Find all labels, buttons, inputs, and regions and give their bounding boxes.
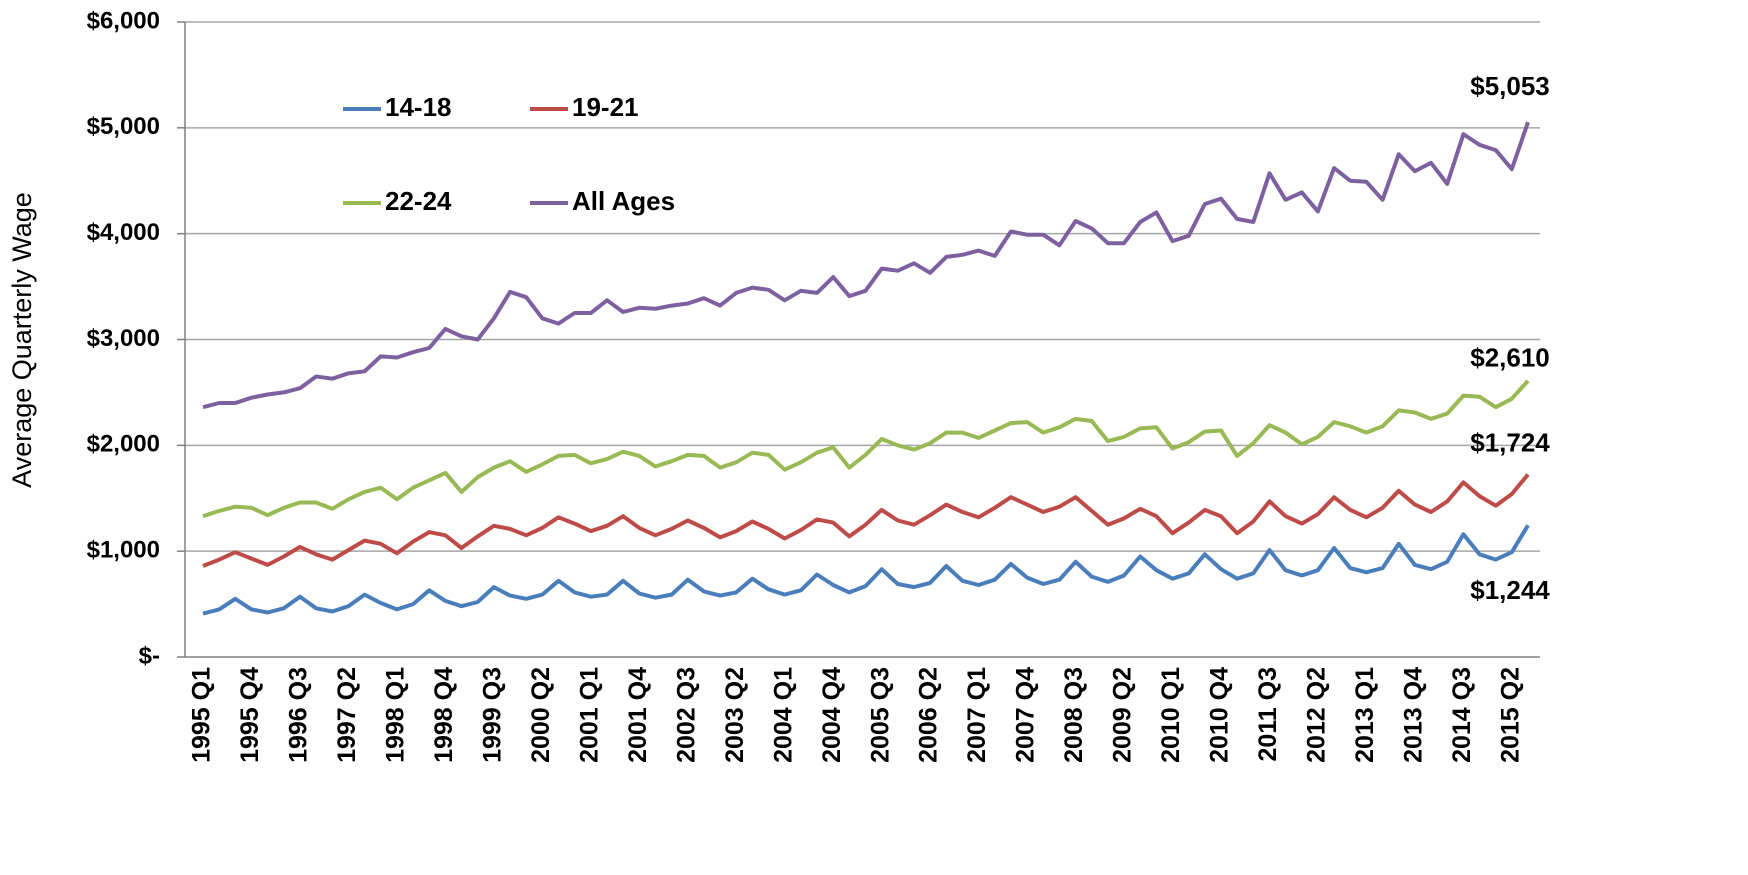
value-label: $1,244 bbox=[1470, 575, 1550, 605]
x-tick-label: 2010 Q4 bbox=[1206, 667, 1234, 763]
legend-label: 14-18 bbox=[385, 92, 452, 122]
value-label: $2,610 bbox=[1470, 343, 1550, 373]
y-tick-label: $1,000 bbox=[87, 537, 160, 564]
y-tick-label: $3,000 bbox=[87, 325, 160, 352]
x-tick-label: 2006 Q2 bbox=[915, 667, 943, 763]
x-tick-label: 2013 Q1 bbox=[1351, 667, 1379, 763]
legend-label: All Ages bbox=[572, 186, 675, 216]
series-line bbox=[202, 473, 1530, 568]
x-tick-label: 2001 Q1 bbox=[575, 667, 603, 763]
series-line bbox=[202, 379, 1530, 519]
x-tick-label: 2010 Q1 bbox=[1157, 667, 1185, 763]
x-tick-label: 2005 Q3 bbox=[866, 667, 894, 763]
x-tick-label: 2007 Q1 bbox=[963, 667, 991, 763]
y-tick-label: $- bbox=[139, 642, 160, 669]
x-tick-label: 2013 Q4 bbox=[1399, 667, 1427, 763]
x-tick-label: 2011 Q3 bbox=[1254, 667, 1282, 762]
x-tick-label: 2001 Q4 bbox=[624, 667, 652, 763]
x-tick-label: 2014 Q3 bbox=[1448, 667, 1476, 763]
x-tick-label: 2002 Q3 bbox=[672, 667, 700, 763]
legend-label: 22-24 bbox=[385, 186, 452, 216]
series-line bbox=[202, 524, 1530, 616]
x-tick-label: 2015 Q2 bbox=[1496, 667, 1524, 763]
legend-label: 19-21 bbox=[572, 92, 639, 122]
value-label: $1,724 bbox=[1470, 427, 1550, 457]
x-tick-label: 2008 Q3 bbox=[1060, 667, 1088, 763]
x-tick-label: 2004 Q1 bbox=[769, 667, 797, 763]
y-axis-label: Average Quarterly Wage bbox=[7, 192, 37, 488]
y-tick-label: $5,000 bbox=[87, 113, 160, 140]
x-tick-label: 2004 Q4 bbox=[818, 667, 846, 763]
x-tick-label: 2007 Q4 bbox=[1012, 667, 1040, 763]
value-label: $5,053 bbox=[1470, 71, 1550, 101]
y-tick-label: $4,000 bbox=[87, 219, 160, 246]
x-tick-label: 2012 Q2 bbox=[1303, 667, 1331, 763]
x-tick-label: 1999 Q3 bbox=[478, 667, 506, 763]
x-tick-label: 1998 Q1 bbox=[382, 667, 410, 763]
series-line bbox=[202, 121, 1530, 410]
x-tick-label: 1995 Q1 bbox=[188, 667, 216, 763]
x-tick-label: 2003 Q2 bbox=[721, 667, 749, 763]
x-tick-label: 1995 Q4 bbox=[236, 667, 264, 763]
x-tick-label: 1998 Q4 bbox=[430, 667, 458, 763]
x-tick-label: 1997 Q2 bbox=[333, 667, 361, 763]
x-tick-label: 2000 Q2 bbox=[527, 667, 555, 763]
y-tick-label: $2,000 bbox=[87, 431, 160, 458]
y-tick-label: $6,000 bbox=[87, 7, 160, 34]
x-tick-label: 2009 Q2 bbox=[1109, 667, 1137, 763]
x-tick-label: 1996 Q3 bbox=[285, 667, 313, 763]
